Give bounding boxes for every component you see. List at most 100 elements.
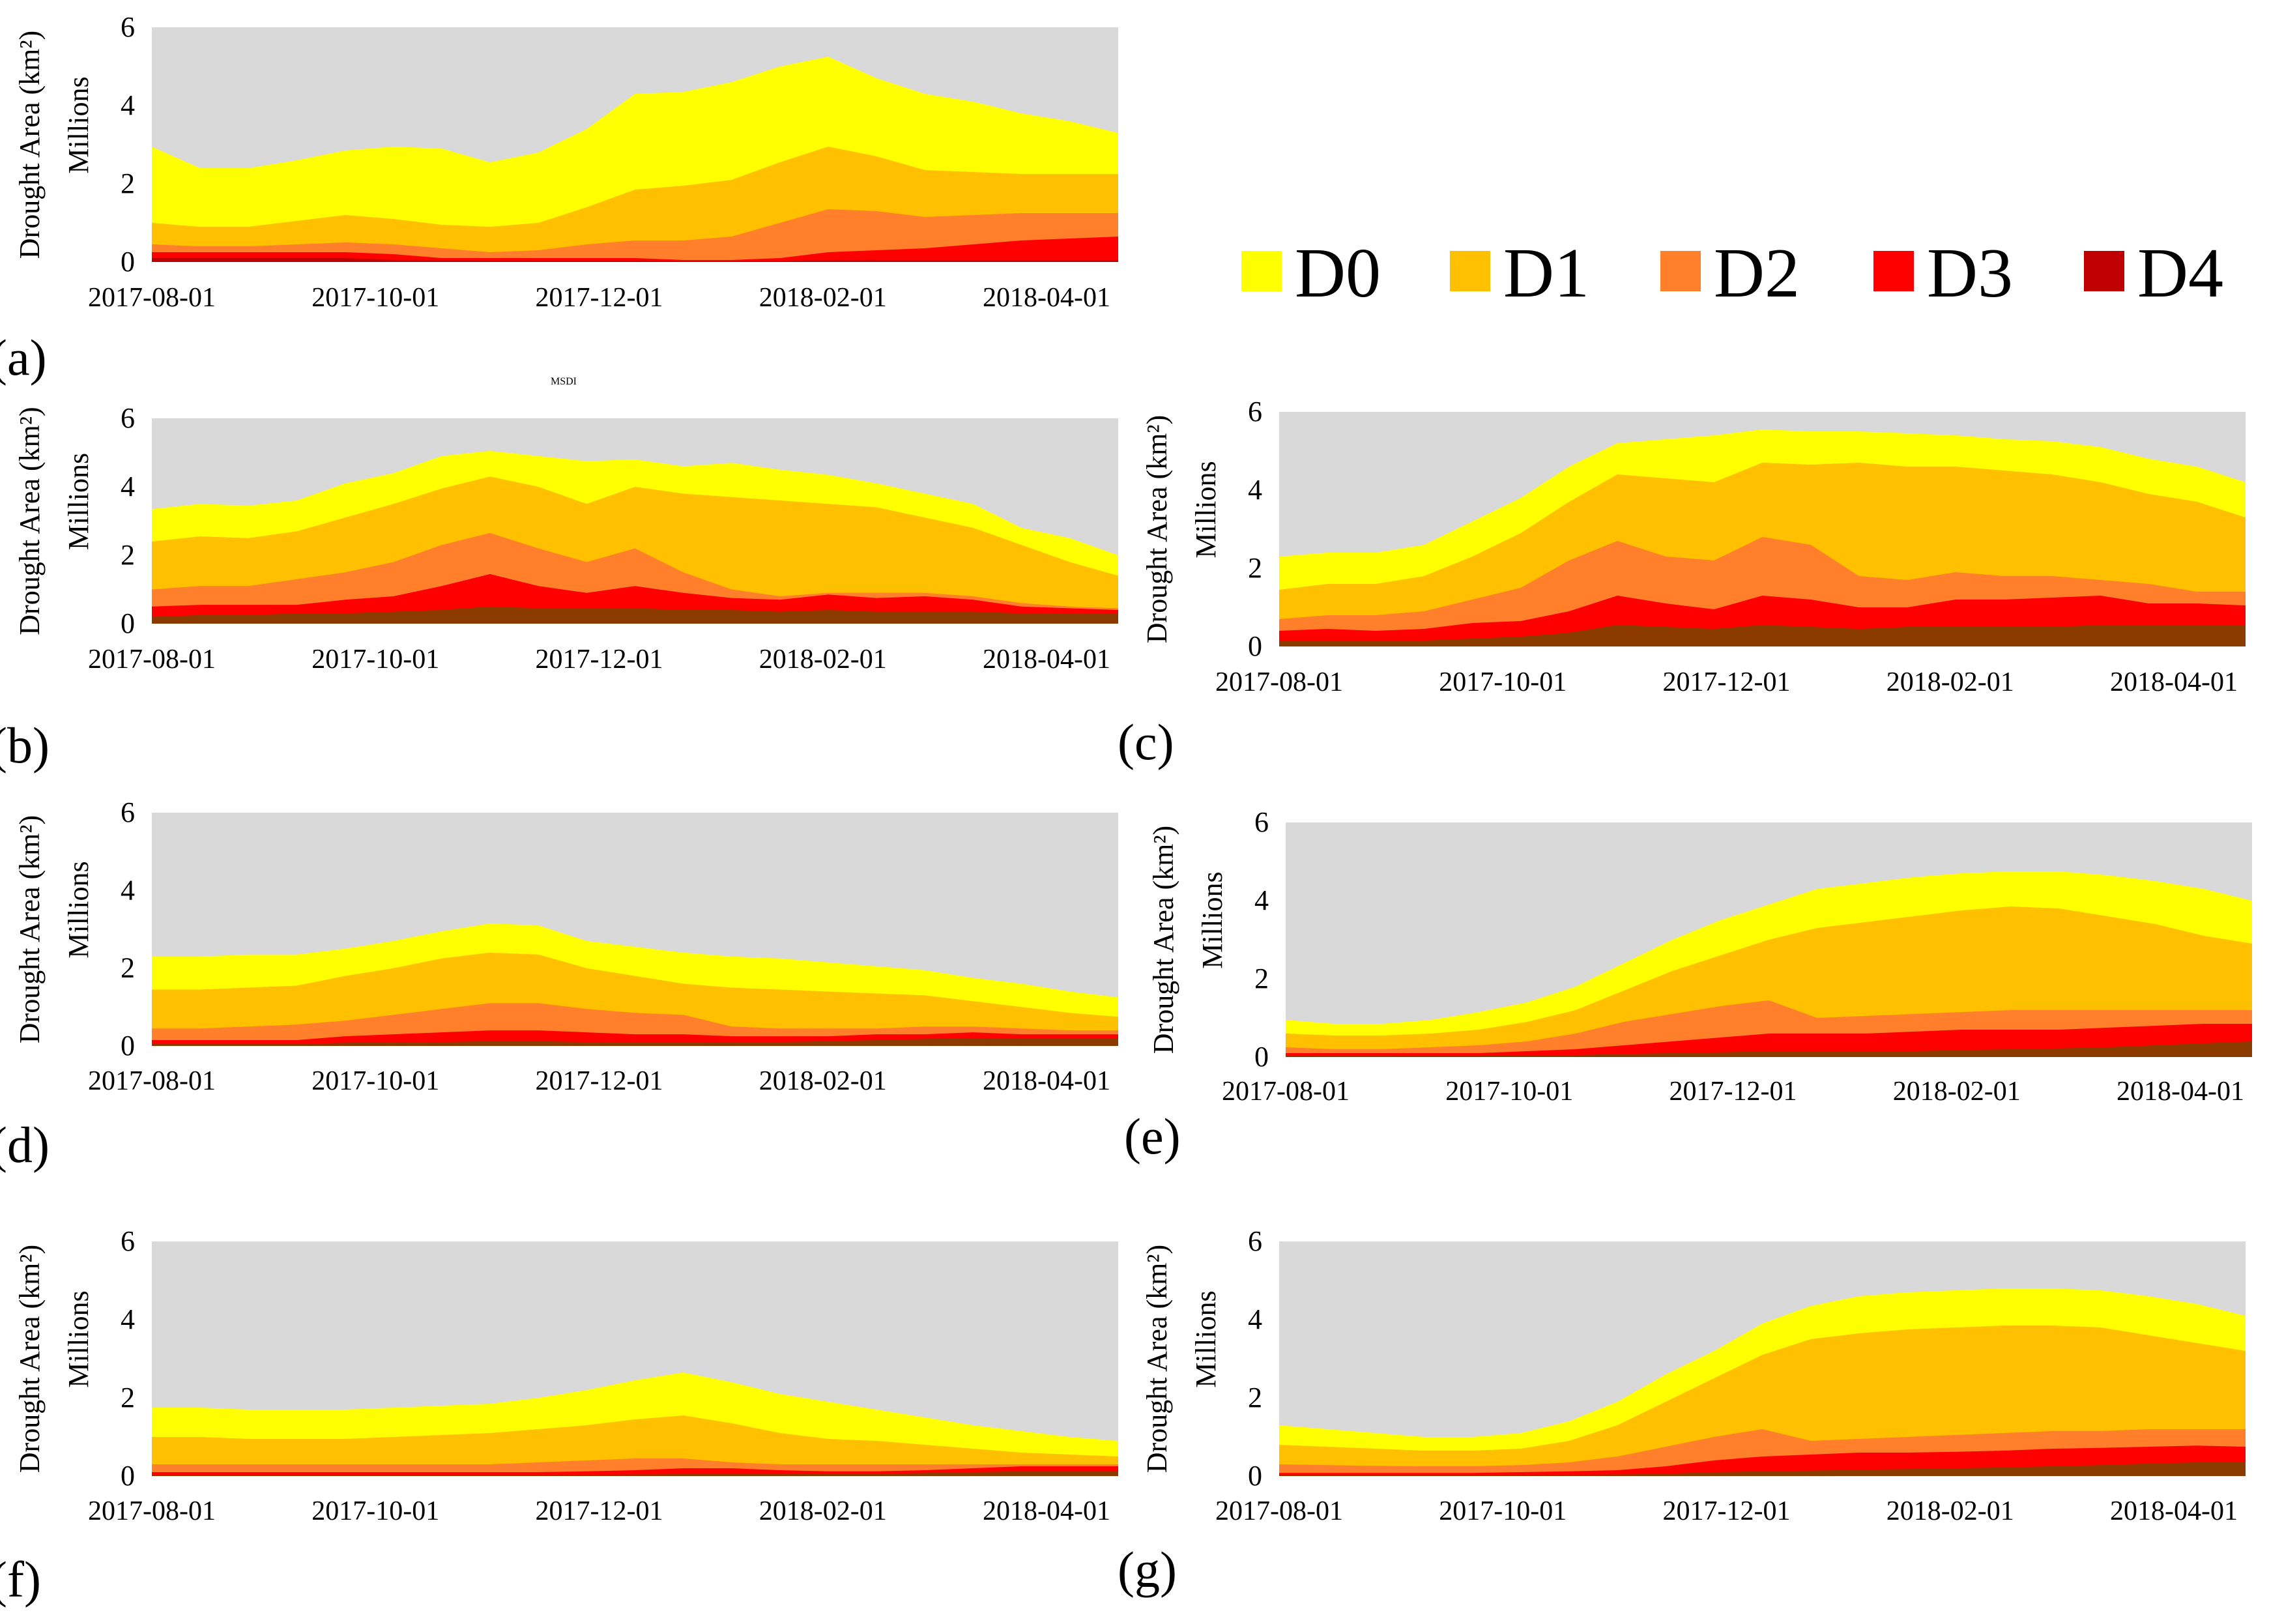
y-axis-subtitle: Millions <box>63 76 94 173</box>
x-tick-label: 2017-12-01 <box>536 283 663 313</box>
area-series-d4 <box>152 1471 1118 1476</box>
x-tick-label: 2018-04-01 <box>983 283 1110 313</box>
x-tick-label: 2017-10-01 <box>311 1066 439 1096</box>
x-tick-label: 2017-10-01 <box>1439 1496 1567 1526</box>
chart-panel-b: 0 2 4 6 2017-08-01 2017-10-01 2017-12-01 2018-0… <box>0 402 1118 774</box>
y-tick-label: 4 <box>121 1303 135 1335</box>
legend-label-d1: D1 <box>1503 235 1589 312</box>
y-tick-label: 6 <box>121 1225 135 1257</box>
msdi-note: MSDI <box>551 376 577 387</box>
area-series-d4 <box>152 1038 1118 1046</box>
y-tick-label: 0 <box>121 1030 135 1062</box>
x-tick-label: 2018-04-01 <box>2117 1077 2244 1107</box>
legend-label-d2: D2 <box>1714 235 1800 312</box>
x-tick-label: 2018-02-01 <box>1893 1077 2021 1107</box>
x-tick-label: 2017-08-01 <box>1215 1496 1343 1526</box>
y-tick-label: 2 <box>121 1382 135 1414</box>
x-tick-label: 2017-10-01 <box>311 1496 439 1526</box>
x-tick-label: 2018-04-01 <box>2110 667 2238 697</box>
x-tick-label: 2017-12-01 <box>536 1496 663 1526</box>
x-tick-label: 2017-12-01 <box>1663 1496 1791 1526</box>
y-tick-label: 2 <box>1254 963 1269 994</box>
y-axis-subtitle: Millions <box>1190 461 1222 558</box>
y-axis-title: Drought Area (km²) <box>1141 1245 1173 1473</box>
y-tick-label: 0 <box>1248 1460 1262 1492</box>
area-series-d4 <box>1279 625 2246 646</box>
area-series-d3 <box>1286 1024 2252 1057</box>
panel-label: (f) <box>0 1551 41 1608</box>
y-tick-label: 6 <box>121 402 135 434</box>
panel-label: (e) <box>1124 1108 1181 1165</box>
x-tick-label: 2017-12-01 <box>536 1066 663 1096</box>
y-tick-label: 0 <box>121 1460 135 1492</box>
panel-label: (d) <box>0 1116 50 1173</box>
y-axis-title: Drought Area (km²) <box>14 815 46 1043</box>
chart-panels: 0 2 4 6 2017-08-01 2017-10-01 2017-12-01 2018-0… <box>0 11 2252 1608</box>
x-tick-label: 2017-10-01 <box>1445 1077 1573 1107</box>
y-axis-subtitle: Millions <box>1196 871 1228 968</box>
y-tick-label: 6 <box>121 796 135 828</box>
chart-panel-a: 0 2 4 6 2017-08-01 2017-10-01 2017-12-01 2018-0… <box>0 11 1118 386</box>
x-tick-label: 2017-12-01 <box>1663 667 1791 697</box>
x-tick-label: 2017-08-01 <box>1215 667 1343 697</box>
legend-item-d4: D4 <box>2084 235 2223 312</box>
x-tick-label: 2017-12-01 <box>1669 1077 1797 1107</box>
x-tick-label: 2018-04-01 <box>983 1496 1110 1526</box>
legend: D0 D1 D2 D3 D4 <box>1241 235 2223 312</box>
x-tick-label: 2018-02-01 <box>759 645 887 674</box>
y-tick-label: 2 <box>1248 552 1262 584</box>
y-tick-label: 0 <box>121 246 135 278</box>
y-axis-subtitle: Millions <box>63 1290 94 1387</box>
y-tick-label: 2 <box>121 539 135 571</box>
x-tick-label: 2017-10-01 <box>311 283 439 313</box>
x-tick-label: 2018-04-01 <box>983 1066 1110 1096</box>
y-axis-title: Drought Area (km²) <box>14 407 46 635</box>
y-axis-subtitle: Millions <box>63 861 94 958</box>
chart-panel-e: 0 2 4 6 2017-08-01 2017-10-01 2017-12-01 2018-0… <box>1124 806 2252 1165</box>
area-series-d4 <box>1286 1041 2252 1057</box>
x-tick-label: 2018-02-01 <box>759 1066 887 1096</box>
y-tick-label: 4 <box>1248 474 1262 506</box>
y-tick-label: 0 <box>121 607 135 639</box>
legend-item-d0: D0 <box>1241 235 1381 312</box>
y-tick-label: 4 <box>121 874 135 906</box>
y-axis-title: Drought Area (km²) <box>1148 826 1179 1054</box>
x-tick-label: 2018-04-01 <box>983 645 1110 674</box>
legend-swatch-d1 <box>1450 251 1490 291</box>
area-series-d3 <box>152 573 1118 624</box>
x-tick-label: 2018-02-01 <box>759 1496 887 1526</box>
chart-panel-g: 0 2 4 6 2017-08-01 2017-10-01 2017-12-01 2018-0… <box>1118 1225 2246 1598</box>
y-tick-label: 4 <box>1254 884 1269 916</box>
x-tick-label: 2018-02-01 <box>1886 667 2014 697</box>
y-tick-label: 6 <box>1254 806 1269 838</box>
area-series-d1 <box>152 1415 1118 1476</box>
panel-label: (g) <box>1118 1541 1177 1598</box>
x-tick-label: 2017-12-01 <box>536 645 663 674</box>
area-series-d4 <box>152 258 1118 262</box>
legend-swatch-d2 <box>1660 251 1701 291</box>
chart-panel-d: 0 2 4 6 2017-08-01 2017-10-01 2017-12-01 2018-0… <box>0 796 1118 1173</box>
x-tick-label: 2017-08-01 <box>88 645 216 674</box>
x-tick-label: 2018-02-01 <box>759 283 887 313</box>
y-tick-label: 4 <box>121 89 135 121</box>
legend-swatch-d0 <box>1241 251 1282 291</box>
y-tick-label: 2 <box>1248 1382 1262 1414</box>
y-tick-label: 4 <box>1248 1303 1262 1335</box>
y-tick-label: 6 <box>1248 1225 1262 1257</box>
y-tick-label: 6 <box>1248 396 1262 428</box>
y-axis-title: Drought Area (km²) <box>14 1245 46 1473</box>
chart-panel-f: 0 2 4 6 2017-08-01 2017-10-01 2017-12-01 2018-0… <box>0 1225 1118 1608</box>
legend-item-d3: D3 <box>1873 235 2013 312</box>
x-tick-label: 2017-08-01 <box>88 1066 216 1096</box>
legend-label-d3: D3 <box>1927 235 2013 312</box>
area-series-d4 <box>1279 1462 2246 1476</box>
y-axis-subtitle: Millions <box>63 453 94 550</box>
y-axis-title: Drought Area (km²) <box>14 31 46 259</box>
y-tick-label: 0 <box>1248 630 1262 662</box>
legend-swatch-d3 <box>1873 251 1914 291</box>
y-axis-title: Drought Area (km²) <box>1141 415 1173 643</box>
x-tick-label: 2017-08-01 <box>88 1496 216 1526</box>
x-tick-label: 2017-08-01 <box>1222 1077 1350 1107</box>
y-tick-label: 6 <box>121 11 135 43</box>
